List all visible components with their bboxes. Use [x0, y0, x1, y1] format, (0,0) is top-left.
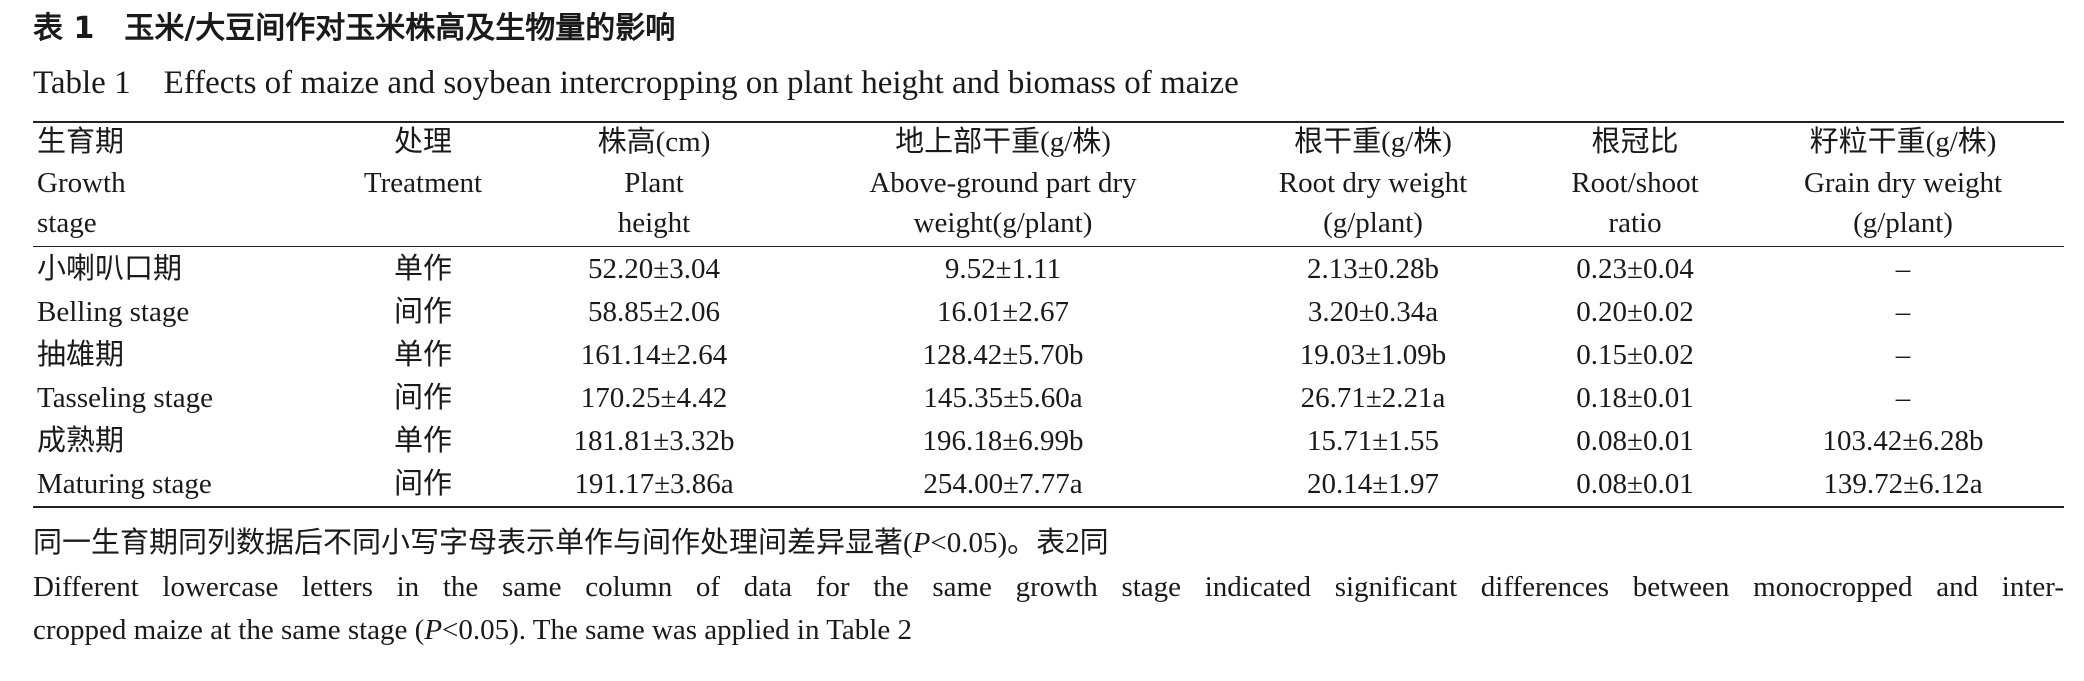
table-cell: 103.42±6.28b — [1822, 425, 1984, 457]
note-p: P — [912, 527, 931, 559]
header-cell: 根干重(g/株) — [1294, 126, 1452, 158]
table-cell: Tasseling stage — [37, 382, 213, 414]
header-cell: Treatment — [363, 167, 483, 199]
table-cell: 小喇叭口期 — [37, 253, 183, 285]
title-en: Table 1 Effects of maize and soybean int… — [33, 65, 1239, 101]
table-cell: 170.25±4.42 — [580, 382, 728, 414]
table-cell: 139.72±6.12a — [1823, 468, 1983, 500]
bottom-rule — [33, 506, 2064, 508]
table-cell: 52.20±3.04 — [588, 253, 720, 285]
table-cell: 0.15±0.02 — [1576, 339, 1694, 371]
table-cell: 0.23±0.04 — [1576, 253, 1694, 285]
table-cell: 181.81±3.32b — [573, 425, 735, 457]
header-cell: ratio — [1608, 207, 1662, 239]
note-text: cropped maize at the same stage ( — [33, 614, 425, 646]
table-cell: – — [1895, 382, 1911, 414]
header-cell: 地上部干重(g/株) — [895, 126, 1111, 158]
table-cell: 抽雄期 — [37, 339, 125, 371]
table-cell: – — [1895, 339, 1911, 371]
note-en-line: Different lowercase letters in the same … — [33, 571, 2064, 603]
header-cell: 生育期 — [37, 126, 125, 158]
table-cell: 成熟期 — [37, 425, 125, 457]
header-cell: Growth — [37, 167, 126, 199]
header-cell: stage — [37, 207, 97, 239]
table-cell: 单作 — [393, 253, 453, 285]
header-cell: 根冠比 — [1591, 126, 1679, 158]
table-cell: 191.17±3.86a — [574, 468, 734, 500]
table-cell: 16.01±2.67 — [937, 296, 1069, 328]
table-cell: Belling stage — [37, 296, 190, 328]
note-en-line: cropped maize at the same stage (P<0.05)… — [33, 616, 912, 645]
top-rule — [33, 121, 2064, 123]
table-cell: 15.71±1.55 — [1307, 425, 1439, 457]
note-text: <0.05). The same was applied in Table 2 — [442, 614, 912, 646]
note-text: 同一生育期同列数据后不同小写字母表示单作与间作处理间差异显著( — [33, 527, 913, 559]
header-cell: Root dry weight — [1278, 167, 1468, 199]
table-cell: 3.20±0.34a — [1307, 296, 1439, 328]
header-cell: 处理 — [393, 126, 453, 158]
note-cn: 同一生育期同列数据后不同小写字母表示单作与间作处理间差异显著(P<0.05)。表… — [33, 529, 1109, 558]
table-cell: 2.13±0.28b — [1307, 253, 1439, 285]
header-cell: Root/shoot — [1571, 167, 1699, 199]
table-cell: 58.85±2.06 — [588, 296, 720, 328]
note-p: P — [424, 614, 443, 646]
table-cell: 254.00±7.77a — [923, 468, 1083, 500]
table-cell: 间作 — [393, 382, 453, 414]
table-cell: 20.14±1.97 — [1307, 468, 1439, 500]
header-cell: (g/plant) — [1853, 207, 1953, 239]
header-cell: weight(g/plant) — [913, 207, 1093, 239]
header-cell: 株高(cm) — [597, 126, 711, 158]
table-cell: Maturing stage — [37, 468, 212, 500]
table-cell: 间作 — [393, 296, 453, 328]
header-cell: (g/plant) — [1323, 207, 1423, 239]
table-cell: 单作 — [393, 339, 453, 371]
table-cell: 0.18±0.01 — [1576, 382, 1694, 414]
table-cell: 单作 — [393, 425, 453, 457]
table-cell: 0.08±0.01 — [1576, 425, 1694, 457]
table-cell: 128.42±5.70b — [922, 339, 1084, 371]
header-cell: Plant — [624, 167, 684, 199]
header-rule — [33, 246, 2064, 247]
table-cell: 19.03±1.09b — [1299, 339, 1447, 371]
table-cell: 间作 — [393, 468, 453, 500]
table-cell: 0.20±0.02 — [1576, 296, 1694, 328]
table-cell: 26.71±2.21a — [1300, 382, 1446, 414]
table-cell: – — [1895, 253, 1911, 285]
table-cell: – — [1895, 296, 1911, 328]
header-cell: Above-ground part dry — [869, 167, 1137, 199]
title-cn: 表 1 玉米/大豆间作对玉米株高及生物量的影响 — [33, 11, 676, 46]
table-cell: 161.14±2.64 — [580, 339, 728, 371]
table-cell: 9.52±1.11 — [944, 253, 1062, 285]
header-cell: height — [617, 207, 691, 239]
table-cell: 145.35±5.60a — [923, 382, 1083, 414]
header-cell: 籽粒干重(g/株) — [1809, 126, 1997, 158]
header-cell: Grain dry weight — [1803, 167, 2003, 199]
note-text: <0.05)。表2同 — [930, 527, 1109, 559]
table-cell: 196.18±6.99b — [922, 425, 1084, 457]
table-cell: 0.08±0.01 — [1576, 468, 1694, 500]
